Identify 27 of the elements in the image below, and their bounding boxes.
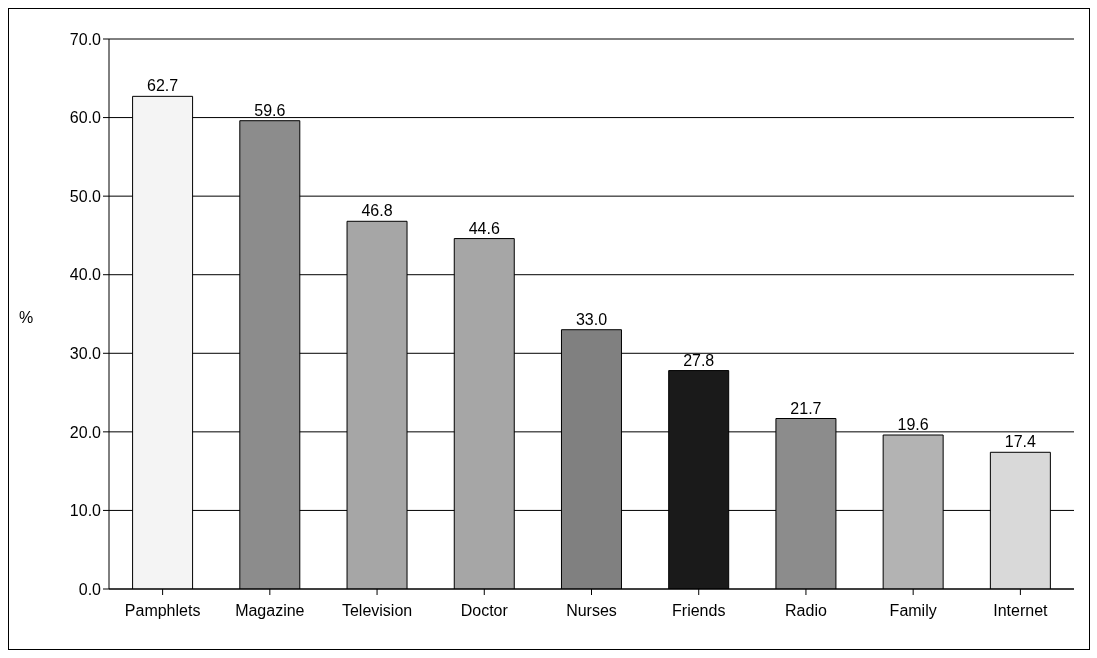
y-tick-label: 60.0 — [69, 109, 102, 127]
y-tick-label: 40.0 — [69, 266, 102, 284]
data-label: 33.0 — [575, 310, 608, 328]
x-tick-label: Internet — [993, 602, 1049, 620]
data-label: 44.6 — [468, 219, 500, 237]
data-label: 27.8 — [683, 351, 715, 369]
x-tick-label: Friends — [672, 602, 726, 620]
y-tick-label: 50.0 — [69, 187, 102, 205]
data-label: 46.8 — [361, 202, 393, 220]
data-label: 21.7 — [790, 399, 822, 417]
x-tick-label: Television — [341, 602, 413, 620]
y-tick-label: 30.0 — [69, 344, 102, 362]
y-tick-label: 0.0 — [78, 580, 102, 598]
y-tick-label: 10.0 — [69, 502, 102, 520]
x-tick-label: Family — [889, 602, 937, 620]
data-label: 19.6 — [897, 416, 929, 433]
data-label: 59.6 — [254, 101, 286, 119]
x-tick-label: Pamphlets — [124, 602, 201, 620]
y-axis-title: % — [19, 309, 34, 327]
y-tick-label: 20.0 — [69, 423, 102, 441]
y-tick-label: 70.0 — [69, 30, 102, 48]
x-tick-label: Doctor — [460, 602, 509, 620]
x-tick-label: Nurses — [566, 602, 617, 620]
x-tick-label: Magazine — [235, 602, 305, 620]
data-label: 62.7 — [147, 77, 179, 95]
data-label: 17.4 — [1004, 433, 1037, 451]
x-tick-label: Radio — [785, 602, 827, 620]
